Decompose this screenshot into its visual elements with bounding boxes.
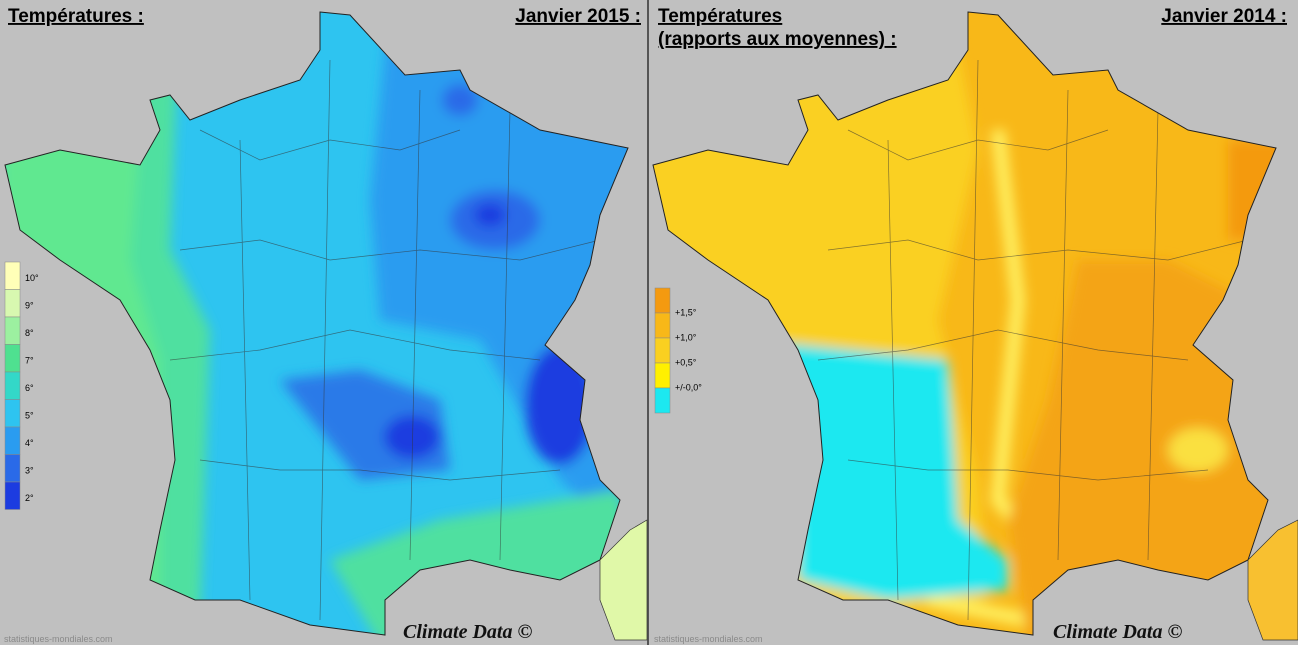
legend-label: +/-0,0°: [675, 382, 702, 392]
period: Janvier 2015 :: [515, 6, 641, 27]
legend-label: 4°: [25, 438, 34, 448]
legend-swatch: [4, 316, 21, 345]
title: (rapports aux moyennes) :: [658, 29, 897, 50]
legend-swatch: [4, 371, 21, 400]
legend-label: 3°: [25, 465, 34, 475]
source: statistiques-mondiales.com: [4, 634, 113, 644]
legend-label: 6°: [25, 383, 34, 393]
legend-label: 8°: [25, 328, 34, 338]
legend-swatch: [654, 387, 671, 414]
legend-swatch: [654, 287, 671, 314]
credit: Climate Data ©: [1053, 621, 1182, 643]
legend-label: +1,0°: [675, 332, 697, 342]
legend-swatch: [4, 261, 21, 290]
legend-swatch: [4, 426, 21, 455]
title: Températures: [658, 6, 782, 27]
title: Températures :: [8, 6, 144, 27]
period: Janvier 2014 :: [1161, 6, 1287, 27]
legend-swatch: [654, 312, 671, 339]
map-right: [652, 11, 1298, 641]
source: statistiques-mondiales.com: [654, 634, 763, 644]
legend-label: +0,5°: [675, 357, 697, 367]
legend-swatch: [654, 337, 671, 364]
legend-swatch: [4, 481, 21, 510]
legend-swatch: [4, 344, 21, 373]
legend-label: +1,5°: [675, 307, 697, 317]
legend-label: 5°: [25, 410, 34, 420]
legend-label: 9°: [25, 300, 34, 310]
divider: [647, 0, 649, 645]
legend-swatch: [4, 289, 21, 318]
legend-swatch: [654, 362, 671, 389]
legend-label: 7°: [25, 355, 34, 365]
legend-swatch: [4, 454, 21, 483]
legend-label: 2°: [25, 493, 34, 503]
legend-swatch: [4, 399, 21, 428]
legend-label: 10°: [25, 273, 39, 283]
credit: Climate Data ©: [403, 621, 532, 643]
